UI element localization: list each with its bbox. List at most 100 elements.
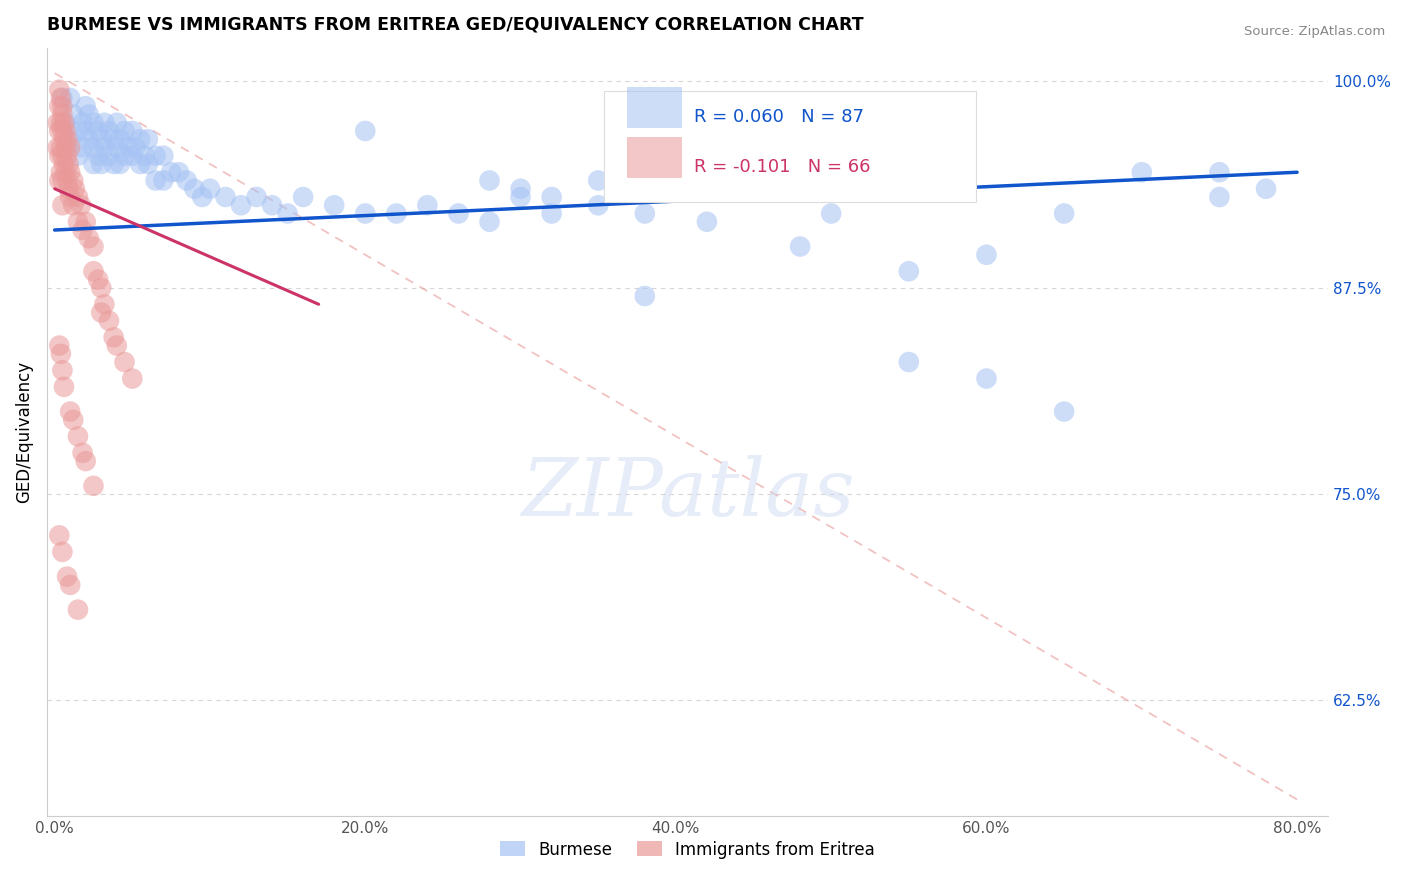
Point [48, 83, 70, 97]
Point [82, 479, 104, 493]
Point [93, 116, 115, 130]
Text: BURMESE VS IMMIGRANTS FROM ERITREA GED/EQUIVALENCY CORRELATION CHART: BURMESE VS IMMIGRANTS FROM ERITREA GED/E… [46, 15, 863, 33]
Point [52, 132, 75, 146]
Point [70, 198, 93, 212]
Point [62, 173, 84, 187]
Point [51, 124, 73, 138]
Point [87, 124, 110, 138]
Point [87, 149, 110, 163]
Point [696, 215, 718, 229]
Point [59, 132, 82, 146]
Point [58, 157, 80, 171]
Point [56, 569, 79, 583]
Point [540, 206, 562, 220]
Text: R = -0.101   N = 66: R = -0.101 N = 66 [695, 158, 870, 177]
Point [98, 149, 121, 163]
Point [46, 116, 69, 130]
Point [55, 116, 77, 130]
Point [72, 446, 94, 460]
Point [789, 239, 811, 253]
Point [90, 157, 112, 171]
Point [55, 165, 77, 179]
Point [49, 116, 72, 130]
Point [93, 297, 115, 311]
Text: R = 0.060   N = 87: R = 0.060 N = 87 [695, 108, 863, 126]
Point [77, 231, 100, 245]
Point [98, 124, 121, 138]
Point [354, 124, 377, 138]
Point [114, 149, 136, 163]
Point [93, 140, 115, 154]
Point [98, 314, 121, 328]
Point [51, 149, 73, 163]
Point [55, 140, 77, 154]
Point [183, 182, 205, 196]
Point [56, 149, 79, 163]
Point [118, 140, 141, 154]
Point [75, 454, 97, 468]
Point [49, 347, 72, 361]
Point [46, 140, 69, 154]
Point [82, 239, 104, 253]
Point [56, 132, 79, 146]
Point [292, 190, 315, 204]
Point [103, 330, 125, 344]
Point [121, 124, 143, 138]
Point [976, 371, 998, 385]
Point [1208, 165, 1230, 179]
Point [277, 206, 299, 220]
Point [75, 215, 97, 229]
Point [540, 190, 562, 204]
Point [198, 182, 221, 196]
Point [478, 173, 501, 187]
Point [66, 215, 89, 229]
Point [48, 124, 70, 138]
Point [820, 206, 842, 220]
Point [51, 363, 73, 377]
Point [145, 173, 167, 187]
Point [129, 157, 152, 171]
Point [75, 124, 97, 138]
Point [586, 173, 609, 187]
Point [62, 198, 84, 212]
Point [82, 157, 104, 171]
Point [1053, 404, 1076, 418]
Point [160, 165, 183, 179]
Point [105, 338, 128, 352]
Point [1254, 182, 1277, 196]
FancyBboxPatch shape [627, 136, 681, 177]
Point [90, 305, 112, 319]
Point [214, 190, 236, 204]
Point [416, 198, 439, 212]
Point [75, 99, 97, 113]
Point [134, 149, 156, 163]
Point [48, 338, 70, 352]
Point [62, 413, 84, 427]
Point [72, 116, 94, 130]
Point [114, 124, 136, 138]
Text: ZIPatlas: ZIPatlas [520, 455, 855, 533]
Point [59, 404, 82, 418]
Point [66, 190, 89, 204]
Point [447, 206, 470, 220]
Point [63, 182, 86, 196]
Point [90, 132, 112, 146]
Point [586, 198, 609, 212]
Point [634, 206, 657, 220]
Text: Source: ZipAtlas.com: Source: ZipAtlas.com [1244, 25, 1385, 38]
Point [108, 157, 131, 171]
Point [51, 107, 73, 121]
Point [49, 140, 72, 154]
Point [51, 545, 73, 559]
Point [82, 264, 104, 278]
Point [105, 116, 128, 130]
Point [897, 355, 920, 369]
Point [49, 91, 72, 105]
Point [121, 371, 143, 385]
Point [354, 206, 377, 220]
Point [59, 190, 82, 204]
Point [66, 429, 89, 443]
Point [52, 157, 75, 171]
Point [976, 248, 998, 262]
Point [49, 165, 72, 179]
